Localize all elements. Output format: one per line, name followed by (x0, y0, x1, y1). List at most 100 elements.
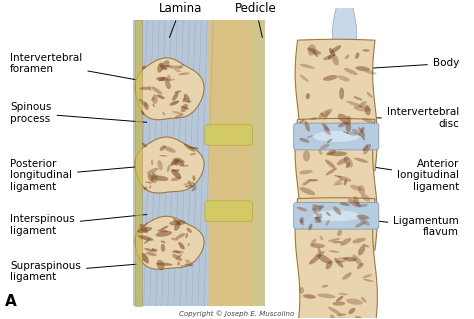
Ellipse shape (358, 133, 365, 137)
Ellipse shape (335, 260, 346, 263)
Ellipse shape (152, 172, 155, 177)
Ellipse shape (299, 119, 305, 123)
Ellipse shape (188, 243, 190, 246)
Ellipse shape (340, 203, 350, 206)
Ellipse shape (297, 207, 307, 211)
Ellipse shape (161, 60, 169, 70)
Ellipse shape (144, 248, 154, 252)
Ellipse shape (345, 55, 349, 59)
Polygon shape (135, 58, 204, 120)
Ellipse shape (338, 114, 351, 124)
Ellipse shape (362, 118, 374, 123)
Text: A: A (5, 294, 17, 309)
Ellipse shape (348, 308, 356, 314)
Ellipse shape (152, 248, 156, 252)
Ellipse shape (184, 264, 191, 266)
Ellipse shape (144, 102, 149, 110)
Ellipse shape (176, 254, 182, 259)
Ellipse shape (190, 153, 196, 155)
Ellipse shape (174, 69, 181, 72)
Ellipse shape (152, 94, 158, 104)
Ellipse shape (323, 75, 337, 81)
Ellipse shape (320, 113, 324, 116)
Ellipse shape (185, 185, 196, 188)
Ellipse shape (173, 169, 180, 172)
Ellipse shape (319, 236, 323, 240)
Ellipse shape (362, 135, 365, 140)
Ellipse shape (353, 197, 360, 206)
Ellipse shape (141, 111, 145, 115)
Ellipse shape (161, 241, 165, 243)
Ellipse shape (332, 301, 345, 306)
Ellipse shape (313, 210, 359, 221)
Ellipse shape (309, 255, 321, 264)
Ellipse shape (137, 227, 152, 233)
Ellipse shape (185, 233, 188, 239)
Ellipse shape (151, 174, 158, 183)
Ellipse shape (299, 287, 304, 294)
Ellipse shape (361, 297, 366, 303)
Ellipse shape (323, 127, 331, 135)
Ellipse shape (172, 254, 182, 261)
Ellipse shape (358, 245, 365, 256)
Ellipse shape (173, 160, 179, 165)
Ellipse shape (323, 54, 335, 60)
Ellipse shape (192, 175, 195, 181)
Ellipse shape (313, 131, 359, 142)
Ellipse shape (312, 205, 324, 211)
Ellipse shape (140, 87, 150, 90)
Ellipse shape (163, 65, 172, 67)
Ellipse shape (299, 138, 310, 143)
Ellipse shape (143, 186, 148, 190)
Ellipse shape (328, 238, 340, 242)
Ellipse shape (308, 44, 316, 56)
Ellipse shape (348, 199, 361, 208)
Ellipse shape (138, 235, 153, 241)
Ellipse shape (334, 175, 342, 177)
Ellipse shape (306, 93, 310, 99)
Ellipse shape (303, 294, 316, 299)
Ellipse shape (171, 238, 178, 241)
Ellipse shape (332, 54, 339, 65)
Ellipse shape (153, 175, 169, 181)
Ellipse shape (309, 224, 312, 230)
Ellipse shape (318, 254, 331, 264)
Ellipse shape (157, 160, 163, 170)
Ellipse shape (186, 228, 192, 233)
Polygon shape (295, 39, 377, 172)
Ellipse shape (359, 101, 367, 108)
Ellipse shape (336, 183, 343, 185)
Ellipse shape (161, 244, 165, 252)
Ellipse shape (337, 313, 346, 316)
Ellipse shape (174, 221, 181, 231)
Ellipse shape (339, 317, 350, 319)
Ellipse shape (182, 100, 192, 102)
Ellipse shape (156, 263, 173, 266)
Polygon shape (135, 216, 204, 269)
Ellipse shape (156, 77, 168, 81)
Ellipse shape (183, 183, 190, 185)
Text: Copyright © Joseph E. Muscolino: Copyright © Joseph E. Muscolino (179, 310, 295, 317)
Ellipse shape (355, 316, 362, 318)
Ellipse shape (300, 187, 315, 195)
Ellipse shape (363, 274, 372, 278)
Ellipse shape (151, 86, 163, 94)
Ellipse shape (338, 76, 350, 81)
Ellipse shape (356, 215, 369, 219)
Ellipse shape (144, 239, 150, 244)
Ellipse shape (322, 123, 329, 131)
Ellipse shape (313, 50, 318, 57)
Ellipse shape (357, 263, 364, 269)
Ellipse shape (363, 279, 374, 282)
Ellipse shape (145, 223, 147, 226)
Ellipse shape (354, 106, 371, 112)
Ellipse shape (364, 144, 371, 155)
Ellipse shape (184, 94, 190, 103)
Ellipse shape (142, 143, 147, 147)
Ellipse shape (171, 169, 181, 179)
Ellipse shape (147, 174, 154, 182)
Ellipse shape (326, 150, 336, 155)
Ellipse shape (160, 145, 166, 151)
Ellipse shape (139, 99, 148, 108)
Ellipse shape (188, 147, 199, 149)
